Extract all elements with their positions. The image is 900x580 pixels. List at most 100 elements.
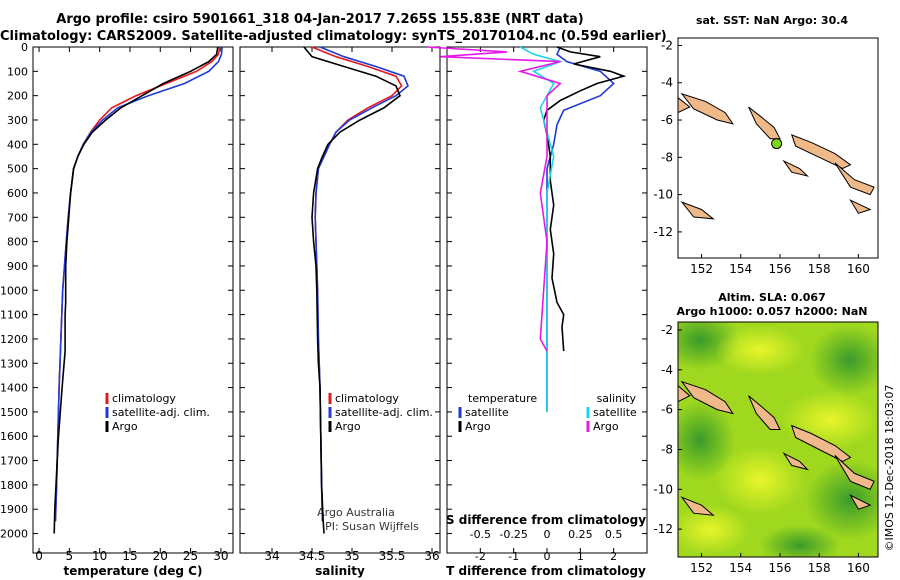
x-tick-label: -2 [475, 550, 486, 563]
sst-map-panel: sat. SST: NaN Argo: 30.4 152 154 156 158 160… [653, 14, 879, 276]
map-y-tick-label: -4 [661, 76, 673, 90]
map-y-tick-label: -8 [661, 442, 673, 456]
legend-label: Argo [593, 420, 619, 433]
island-shape [790, 424, 852, 462]
series-argo [303, 46, 401, 534]
island-shape [680, 380, 735, 415]
sla-map-title-1: Altim. SLA: 0.067 [718, 291, 825, 304]
y-tick-label: 800 [7, 236, 28, 249]
y-tick-label: 1500 [0, 406, 28, 419]
legend-head-salinity: salinity [597, 392, 637, 405]
map-y-tick-label: -10 [653, 188, 673, 202]
island-shape [849, 199, 872, 214]
x-tick-label: -1 [508, 550, 519, 563]
x-tick-label: 36 [424, 549, 439, 563]
island-shape [680, 92, 735, 125]
credit-line-1: Argo Australia [317, 506, 395, 519]
s-tick-label: -0.25 [499, 528, 527, 541]
sla-map-panel: Altim. SLA: 0.067 Argo h1000: 0.057 h200… [653, 291, 879, 575]
map-y-tick-label: -6 [661, 113, 673, 127]
difference-xlabel: T difference from climatology [446, 564, 646, 578]
y-tick-label: 1200 [0, 333, 28, 346]
island-shape [834, 162, 875, 196]
series-satellite-adj-clim- [314, 46, 409, 522]
x-tick-label: 25 [183, 549, 198, 563]
map-x-tick-label: 158 [808, 262, 831, 276]
y-tick-label: 300 [7, 114, 28, 127]
series-s-argo [426, 46, 562, 352]
x-tick-label: 0 [544, 550, 551, 563]
argo-float-marker [771, 138, 783, 150]
difference-s-xlabel: S difference from climatology [446, 513, 646, 527]
y-tick-label: 1300 [0, 357, 28, 370]
y-tick-label: 0 [21, 41, 28, 54]
map-y-tick-label: -6 [661, 403, 673, 417]
map-x-tick-label: 160 [847, 561, 870, 575]
credit-line-2: PI: Susan Wijffels [325, 520, 419, 533]
difference-panel: T difference from climatology S differen… [426, 46, 648, 578]
x-tick-label: 34 [264, 549, 279, 563]
y-tick-label: 400 [7, 138, 28, 151]
s-tick-label: -0.5 [470, 528, 491, 541]
temperature-xlabel: temperature (deg C) [64, 564, 203, 578]
y-tick-label: 1400 [0, 382, 28, 395]
x-tick-label: 2 [610, 550, 617, 563]
y-tick-label: 200 [7, 90, 28, 103]
salinity-xlabel: salinity [315, 564, 365, 578]
salinity-panel: salinity Argo Australia PI: Susan Wijffe… [239, 46, 441, 578]
x-tick-label: 35 [344, 549, 359, 563]
map-x-tick-label: 154 [729, 262, 752, 276]
map-x-tick-label: 158 [808, 561, 831, 575]
series-s-satellite [519, 46, 563, 412]
y-tick-label: 100 [7, 65, 28, 78]
legend-label: satellite [593, 406, 637, 419]
s-tick-label: 0.25 [568, 528, 593, 541]
y-tick-label: 1600 [0, 430, 28, 443]
island-shape [782, 452, 809, 471]
x-tick-label: 30 [213, 549, 228, 563]
island-shape [834, 455, 875, 490]
map-y-tick-label: -10 [653, 482, 673, 496]
island-shape [790, 134, 852, 170]
map-y-tick-label: -2 [661, 38, 673, 52]
y-tick-label: 900 [7, 260, 28, 273]
temperature-panel: temperature (deg C) 01002003004005006007… [0, 41, 234, 578]
map-y-tick-label: -2 [661, 323, 673, 337]
island-shape [680, 200, 715, 220]
legend-label: climatology [335, 392, 399, 405]
map-x-tick-label: 154 [729, 561, 752, 575]
island-shape [782, 159, 810, 177]
s-tick-label: 0 [544, 528, 551, 541]
y-tick-label: 500 [7, 163, 28, 176]
legend-label: satellite [465, 406, 509, 419]
x-tick-label: 35.5 [379, 549, 406, 563]
legend-label: climatology [112, 392, 176, 405]
x-tick-label: 5 [66, 549, 74, 563]
y-tick-label: 1100 [0, 309, 28, 322]
sla-map-axes [677, 321, 879, 558]
title-line-2: Climatology: CARS2009. Satellite-adjuste… [0, 29, 667, 44]
title-line-1: Argo profile: csiro 5901661_318 04-Jan-2… [56, 12, 584, 27]
salinity-axes [239, 46, 441, 554]
x-tick-label: 15 [122, 549, 137, 563]
map-x-tick-label: 156 [769, 262, 792, 276]
map-x-tick-label: 156 [769, 561, 792, 575]
x-tick-label: 1 [577, 550, 584, 563]
y-tick-label: 600 [7, 187, 28, 200]
s-tick-label: 0.5 [605, 528, 623, 541]
map-y-tick-label: -4 [661, 363, 673, 377]
y-tick-label: 1900 [0, 503, 28, 516]
legend-head-temperature: temperature [468, 392, 537, 405]
sla-map-title-2: Argo h1000: 0.057 h2000: NaN [676, 305, 867, 318]
island-shape [748, 106, 781, 140]
y-tick-label: 1700 [0, 455, 28, 468]
map-x-tick-label: 160 [847, 262, 870, 276]
x-tick-label: 20 [153, 549, 168, 563]
map-x-tick-label: 152 [690, 262, 713, 276]
island-shape [680, 496, 715, 516]
x-tick-label: 10 [92, 549, 107, 563]
map-x-tick-label: 152 [690, 561, 713, 575]
legend-label: Argo [465, 420, 491, 433]
map-y-tick-label: -12 [653, 225, 673, 239]
